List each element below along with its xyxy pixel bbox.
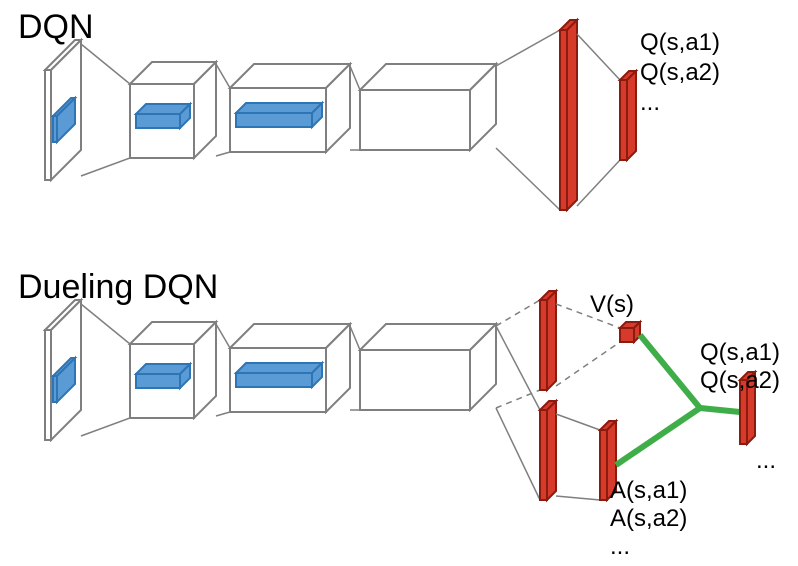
feature-bar-1	[136, 364, 190, 388]
value-node	[620, 322, 640, 342]
dqn-output-bar	[620, 71, 636, 160]
dqn-q1-label: Q(s,a1)	[640, 29, 720, 56]
dueling-q1-label: Q(s,a1)	[700, 339, 780, 366]
dqn-q2-label: Q(s,a2)	[640, 59, 720, 86]
conv-box-3	[360, 64, 496, 150]
dueling-fc-a	[540, 401, 556, 500]
feature-bar-2	[236, 103, 322, 127]
dueling-fc-v	[540, 291, 556, 390]
feature-bar-1	[136, 104, 190, 128]
dueling-q2-label: Q(s,a2)	[700, 367, 780, 394]
adv-label-1: A(s,a1)	[610, 477, 687, 504]
dueling-q-ellipsis: ...	[756, 447, 776, 474]
dueling-title: Dueling DQN	[18, 268, 218, 306]
adv-label-2: A(s,a2)	[610, 505, 687, 532]
dqn-title: DQN	[18, 8, 94, 46]
dqn-q-ellipsis: ...	[640, 89, 660, 116]
diagram-canvas: DQNQ(s,a1)Q(s,a2)...Dueling DQNV(s)A(s,a…	[0, 0, 798, 566]
dqn-fc-bar	[560, 20, 577, 210]
value-label: V(s)	[590, 291, 634, 318]
adv-label-ellipsis: ...	[610, 533, 630, 560]
conv-box-3	[360, 324, 496, 410]
feature-bar-2	[236, 363, 322, 387]
